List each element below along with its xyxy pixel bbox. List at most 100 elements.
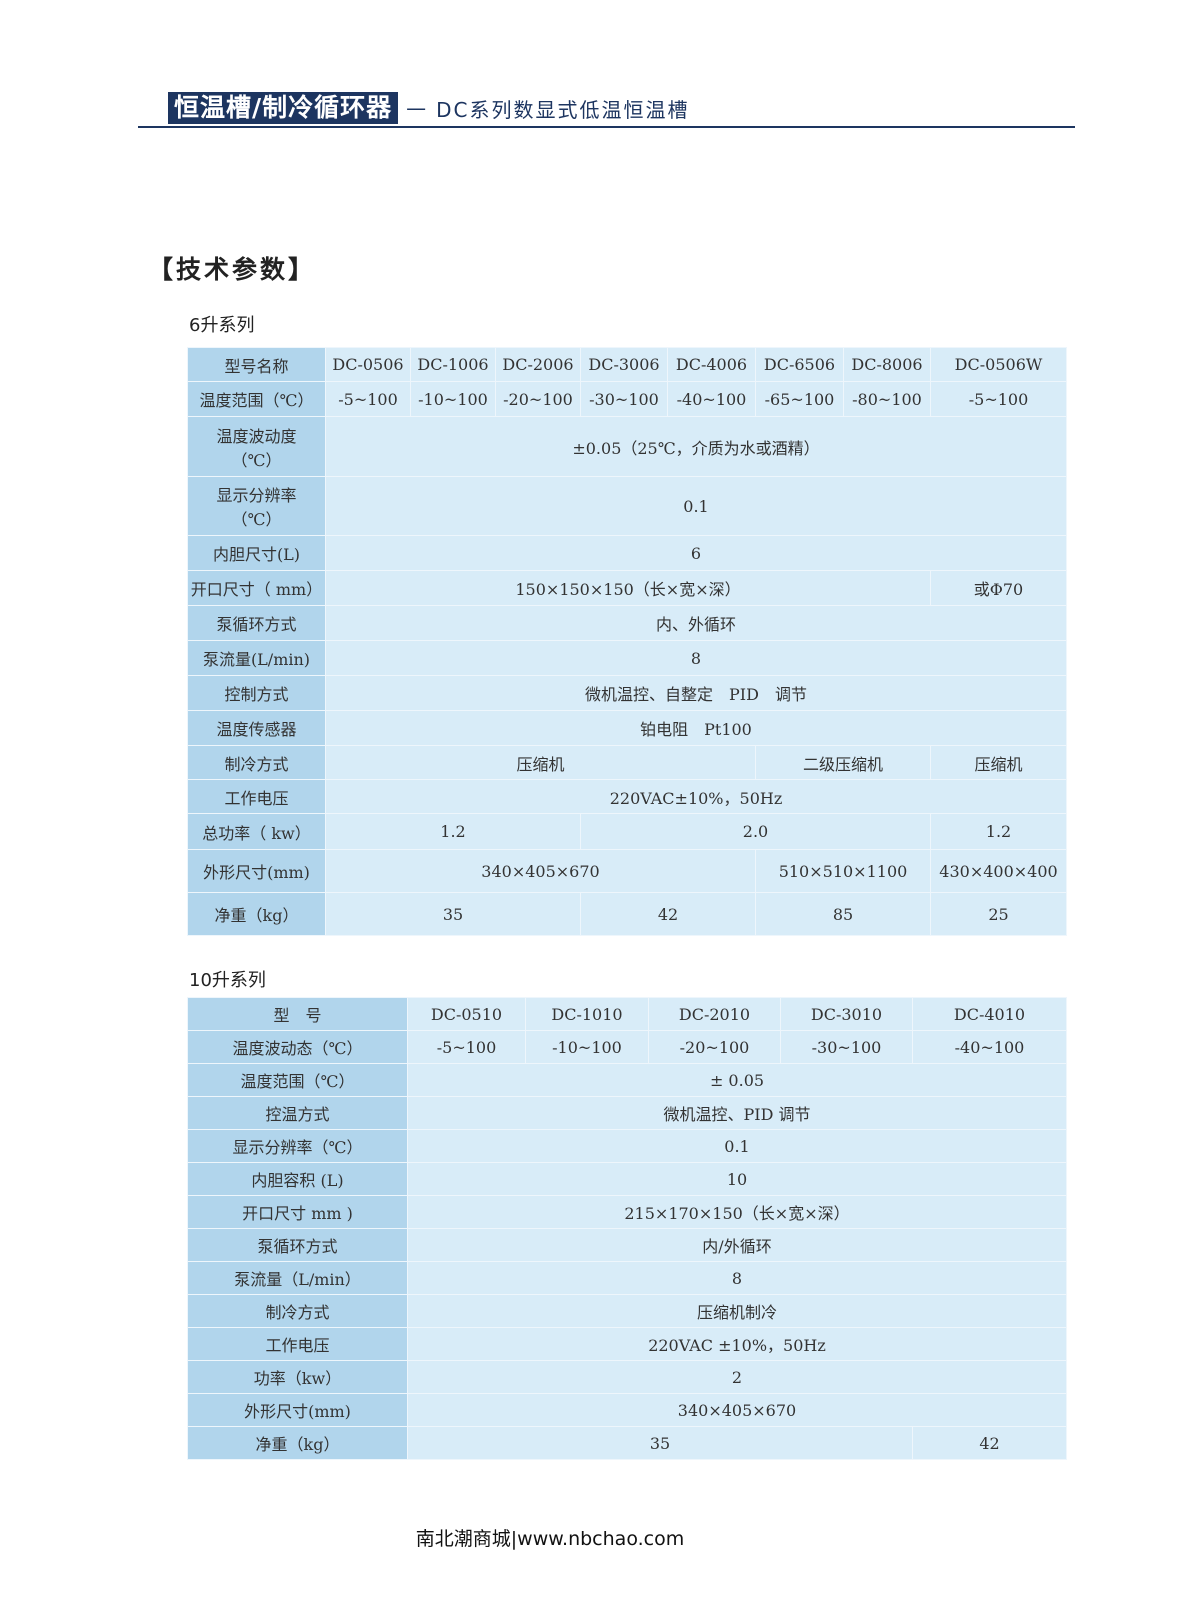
- table-row: 控制方式 微机温控、自整定 PID 调节: [187, 675, 1067, 711]
- page-header: 恒温槽/制冷循环器 — DC系列数显式低温恒温槽: [168, 92, 690, 124]
- row-label: 制冷方式: [187, 1294, 408, 1328]
- table-cell: DC-1010: [525, 997, 649, 1031]
- table-cell: -20~100: [495, 381, 581, 417]
- table-row: 温度传感器 铂电阻 Pt100: [187, 710, 1067, 746]
- table-row: 开口尺寸（ mm） 150×150×150（长×宽×深） 或Φ70: [187, 570, 1067, 606]
- spec-table-10l: 型 号 DC-0510 DC-1010 DC-2010 DC-3010 DC-4010 温度…: [187, 997, 1067, 1460]
- table-row: 工作电压 220VAC ±10%，50Hz: [187, 1327, 1067, 1361]
- table-cell: DC-3010: [780, 997, 913, 1031]
- row-label: 工作电压: [187, 1327, 408, 1361]
- row-label: 内胆容积 (L): [187, 1162, 408, 1196]
- row-label: 开口尺寸（ mm）: [187, 570, 326, 606]
- table-cell: 6: [325, 535, 1067, 571]
- table-row: 净重（kg） 35 42 85 25: [187, 892, 1067, 936]
- table-cell: 340×405×670: [325, 849, 756, 893]
- row-label: 泵流量（L/min）: [187, 1261, 408, 1295]
- header-title: 恒温槽/制冷循环器: [168, 92, 399, 124]
- table-cell: 微机温控、PID 调节: [407, 1096, 1067, 1130]
- table2-title: 10升系列: [189, 970, 266, 991]
- table-cell: DC-4006: [667, 347, 756, 382]
- table-cell: DC-1006: [410, 347, 496, 382]
- table-cell: 42: [912, 1426, 1067, 1460]
- table-row: 工作电压 220VAC±10%，50Hz: [187, 779, 1067, 814]
- table-cell: 或Φ70: [930, 570, 1067, 606]
- table-cell: DC-2006: [495, 347, 581, 382]
- table-cell: DC-4010: [912, 997, 1067, 1031]
- table-cell: 8: [407, 1261, 1067, 1295]
- table-cell: 微机温控、自整定 PID 调节: [325, 675, 1067, 711]
- header-rule: [138, 126, 1075, 128]
- row-label: 总功率（ kw）: [187, 813, 326, 850]
- row-label: 开口尺寸 mm ): [187, 1195, 408, 1229]
- table-cell: 二级压缩机: [755, 745, 931, 780]
- table-row: 开口尺寸 mm ) 215×170×150（长×宽×深）: [187, 1195, 1067, 1229]
- section-title: 【技术参数】: [148, 255, 317, 284]
- table-cell: 1.2: [325, 813, 581, 850]
- spec-table-6l: 型号名称 DC-0506 DC-1006 DC-2006 DC-3006 DC-4006 D…: [187, 347, 1067, 936]
- table-row: 泵流量（L/min） 8: [187, 1261, 1067, 1295]
- row-label: 型 号: [187, 997, 408, 1031]
- table-row: 型 号 DC-0510 DC-1010 DC-2010 DC-3010 DC-4010: [187, 997, 1067, 1031]
- table-cell: DC-0506: [325, 347, 411, 382]
- table-row: 泵循环方式 内/外循环: [187, 1228, 1067, 1262]
- table-cell: 220VAC±10%，50Hz: [325, 779, 1067, 814]
- table-row: 功率（kw） 2: [187, 1360, 1067, 1394]
- table-cell: DC-3006: [580, 347, 668, 382]
- row-label: 泵循环方式: [187, 1228, 408, 1262]
- table-cell: 1.2: [930, 813, 1067, 850]
- table-cell: 430×400×400: [930, 849, 1067, 893]
- table-row: 温度范围（℃） ± 0.05: [187, 1063, 1067, 1097]
- table-row: 温度范围（℃） -5~100 -10~100 -20~100 -30~100 -40~10…: [187, 381, 1067, 417]
- table-cell: DC-8006: [843, 347, 931, 382]
- table-cell: -30~100: [780, 1030, 913, 1064]
- row-label: 控温方式: [187, 1096, 408, 1130]
- row-label: 外形尺寸(mm): [187, 1393, 408, 1427]
- table-cell: 340×405×670: [407, 1393, 1067, 1427]
- table-cell: 85: [755, 892, 931, 936]
- table-cell: 215×170×150（长×宽×深）: [407, 1195, 1067, 1229]
- row-label: 显示分辨率（℃）: [187, 1129, 408, 1163]
- row-label: 制冷方式: [187, 745, 326, 780]
- row-label: 功率（kw）: [187, 1360, 408, 1394]
- row-label: 显示分辨率（℃）: [187, 476, 326, 536]
- table-cell: 0.1: [325, 476, 1067, 536]
- row-label: 型号名称: [187, 347, 326, 382]
- table-cell: -80~100: [843, 381, 931, 417]
- table-row: 总功率（ kw） 1.2 2.0 1.2: [187, 813, 1067, 850]
- row-label: 温度范围（℃）: [187, 381, 326, 417]
- table-row: 泵流量(L/min) 8: [187, 640, 1067, 676]
- table-cell: 内、外循环: [325, 605, 1067, 641]
- table-row: 净重（kg） 35 42: [187, 1426, 1067, 1460]
- table-cell: 25: [930, 892, 1067, 936]
- table-cell: 220VAC ±10%，50Hz: [407, 1327, 1067, 1361]
- table-row: 显示分辨率（℃） 0.1: [187, 1129, 1067, 1163]
- row-label: 泵循环方式: [187, 605, 326, 641]
- header-subtitle: DC系列数显式低温恒温槽: [436, 97, 690, 122]
- table-cell: 铂电阻 Pt100: [325, 710, 1067, 746]
- table-cell: 压缩机: [930, 745, 1067, 780]
- table-row: 外形尺寸(mm) 340×405×670 510×510×1100 430×400×4…: [187, 849, 1067, 893]
- table-row: 内胆容积 (L) 10: [187, 1162, 1067, 1196]
- table-row: 泵循环方式 内、外循环: [187, 605, 1067, 641]
- table-cell: 150×150×150（长×宽×深）: [325, 570, 931, 606]
- table-cell: 8: [325, 640, 1067, 676]
- table-cell: DC-6506: [755, 347, 844, 382]
- row-label: 泵流量(L/min): [187, 640, 326, 676]
- table-cell: 10: [407, 1162, 1067, 1196]
- table-cell: 510×510×1100: [755, 849, 931, 893]
- table-cell: DC-0506W: [930, 347, 1067, 382]
- table-cell: -20~100: [648, 1030, 781, 1064]
- table-cell: -65~100: [755, 381, 844, 417]
- table-cell: -10~100: [525, 1030, 649, 1064]
- row-label: 外形尺寸(mm): [187, 849, 326, 893]
- table-row: 显示分辨率（℃） 0.1: [187, 476, 1067, 536]
- table-cell: -30~100: [580, 381, 668, 417]
- table-cell: -40~100: [912, 1030, 1067, 1064]
- row-label: 温度波动度（℃）: [187, 416, 326, 477]
- table-cell: 2: [407, 1360, 1067, 1394]
- row-label: 净重（kg）: [187, 892, 326, 936]
- table-row: 温度波动态（℃） -5~100 -10~100 -20~100 -30~100 -40~1…: [187, 1030, 1067, 1064]
- table-row: 外形尺寸(mm) 340×405×670: [187, 1393, 1067, 1427]
- table-cell: -5~100: [325, 381, 411, 417]
- table-cell: 0.1: [407, 1129, 1067, 1163]
